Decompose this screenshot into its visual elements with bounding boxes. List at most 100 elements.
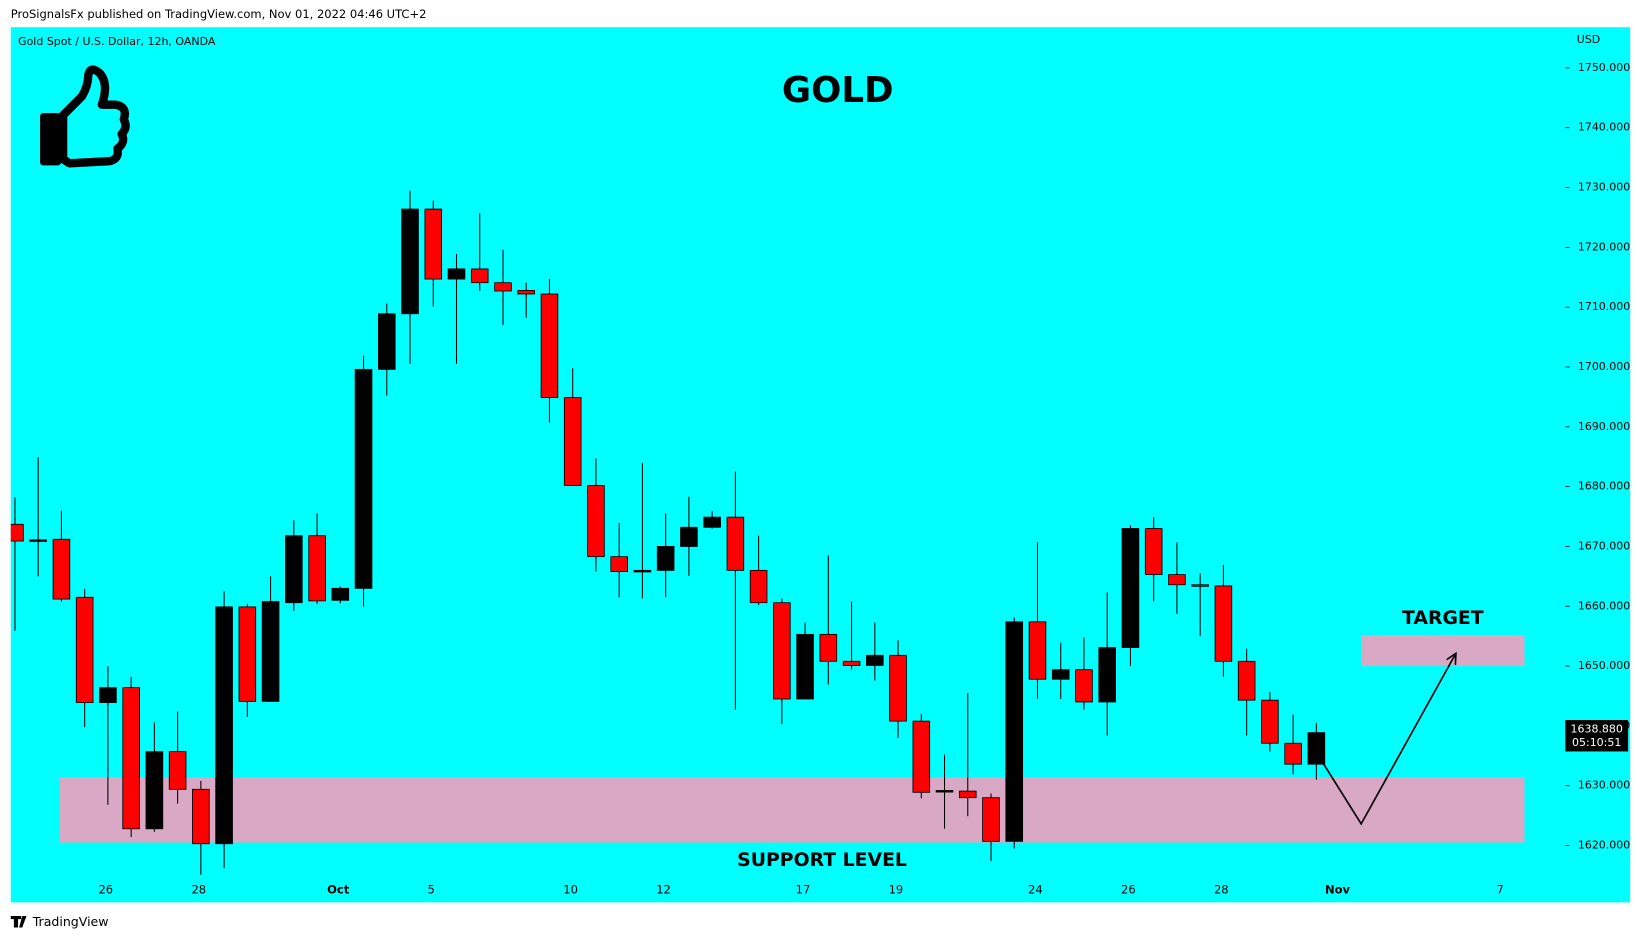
candle-body xyxy=(29,539,47,542)
candle-body xyxy=(587,485,605,558)
candle-body xyxy=(935,790,954,793)
axes: 1620.0001630.0001640.0001650.0001660.000… xyxy=(98,61,1630,896)
header: ProSignalsFx published on TradingView.co… xyxy=(11,7,427,21)
candle-body xyxy=(168,751,187,790)
candle-body xyxy=(1121,528,1140,648)
candle-body xyxy=(958,790,977,799)
x-tick-label: 5 xyxy=(427,882,434,896)
y-tick-label: 1660.000 xyxy=(1578,599,1630,612)
y-tick-label: 1620.000 xyxy=(1578,839,1630,852)
candle-body xyxy=(1261,699,1279,744)
y-tick-label: 1630.000 xyxy=(1578,779,1630,792)
y-tick-label: 1750.000 xyxy=(1578,61,1630,74)
candle-body xyxy=(1284,742,1302,765)
candle-body xyxy=(889,654,907,722)
x-tick-label: 10 xyxy=(563,882,578,896)
candle-body xyxy=(238,606,257,702)
candle-body xyxy=(912,720,931,793)
candle-body xyxy=(1051,669,1070,680)
candle-body xyxy=(749,569,768,604)
y-tick-label: 1730.000 xyxy=(1578,181,1630,194)
candle-body xyxy=(401,208,419,315)
candle-body xyxy=(633,569,652,573)
candle-body xyxy=(145,751,164,830)
candle-body xyxy=(726,516,745,571)
candle-body xyxy=(982,797,1000,842)
candle-body xyxy=(1191,584,1209,587)
candle-body xyxy=(1005,621,1024,842)
y-tick-label: 1700.000 xyxy=(1578,360,1630,373)
chart-background xyxy=(10,27,1631,903)
zone xyxy=(1361,634,1525,667)
candle-body xyxy=(680,526,698,547)
last-price-label: 1638.880 xyxy=(1570,722,1622,735)
candle-body xyxy=(354,368,373,589)
candle-body xyxy=(377,313,396,370)
candle-body xyxy=(331,587,350,601)
candle-body xyxy=(285,535,303,604)
symbol: Gold Spot / U.S. Dollar, 12h, OANDA xyxy=(18,35,216,48)
x-tick-label: 17 xyxy=(796,882,811,896)
thumbs-up-icon xyxy=(40,65,130,168)
tv-logo xyxy=(10,915,27,928)
chart-title: GOLD xyxy=(782,70,894,111)
y-tick-label: 1690.000 xyxy=(1578,420,1630,433)
footer: TradingView xyxy=(32,914,109,929)
x-tick-label: Oct xyxy=(327,882,350,896)
candle-body xyxy=(1214,585,1233,662)
x-tick-label: 7 xyxy=(1497,882,1504,896)
candle-body xyxy=(470,268,489,284)
candle-body xyxy=(842,660,861,666)
candle-body xyxy=(1098,647,1116,703)
candle-body xyxy=(10,523,24,542)
candle-body xyxy=(122,687,140,830)
candles xyxy=(10,190,1326,875)
candle-body xyxy=(192,788,210,845)
x-tick-label: 24 xyxy=(1028,882,1043,896)
y-tick-label: 1720.000 xyxy=(1578,240,1630,253)
projection-arrow xyxy=(1321,654,1455,826)
candle-body xyxy=(308,535,326,602)
candle-body xyxy=(1307,732,1326,765)
y-tick-label: 1710.000 xyxy=(1578,300,1630,313)
candle-body xyxy=(494,282,512,292)
x-tick-label: 26 xyxy=(98,882,113,896)
candle-body xyxy=(796,633,814,700)
candle-body xyxy=(703,516,721,528)
candle-body xyxy=(610,556,628,572)
countdown: 05:10:51 xyxy=(1572,736,1621,749)
zone-label: SUPPORT LEVEL xyxy=(737,850,907,871)
candle-body xyxy=(773,602,791,700)
candle-body xyxy=(447,268,466,280)
candle-body xyxy=(1168,574,1186,586)
x-tick-label: 12 xyxy=(656,882,671,896)
y-tick-label: 1670.000 xyxy=(1578,539,1630,552)
candle-body xyxy=(1028,621,1047,680)
candle-body xyxy=(99,687,117,703)
candle-body xyxy=(656,546,675,571)
zone xyxy=(59,777,1525,843)
candle-body xyxy=(517,289,536,295)
candle-body xyxy=(563,397,582,486)
y-tick-label: 1740.000 xyxy=(1578,121,1630,134)
y-tick-label: 1680.000 xyxy=(1578,480,1630,493)
candle-body xyxy=(1075,669,1093,703)
candle-body xyxy=(215,606,233,845)
x-tick-label: 28 xyxy=(191,882,206,896)
currency: USD xyxy=(1577,33,1600,46)
candle-body xyxy=(866,654,884,666)
zone-label: TARGET xyxy=(1402,608,1484,629)
x-tick-label: Nov xyxy=(1325,882,1351,896)
candle-body xyxy=(261,601,280,702)
candle-body xyxy=(1144,528,1163,575)
y-tick-label: 1650.000 xyxy=(1578,659,1630,672)
candle-body xyxy=(540,293,559,398)
candle-body xyxy=(424,208,443,280)
zones: SUPPORT LEVEL TARGET xyxy=(59,608,1525,871)
candle-body xyxy=(52,538,71,600)
candle-body xyxy=(75,596,94,703)
x-tick-label: 19 xyxy=(889,882,904,896)
candle-body xyxy=(819,633,838,662)
